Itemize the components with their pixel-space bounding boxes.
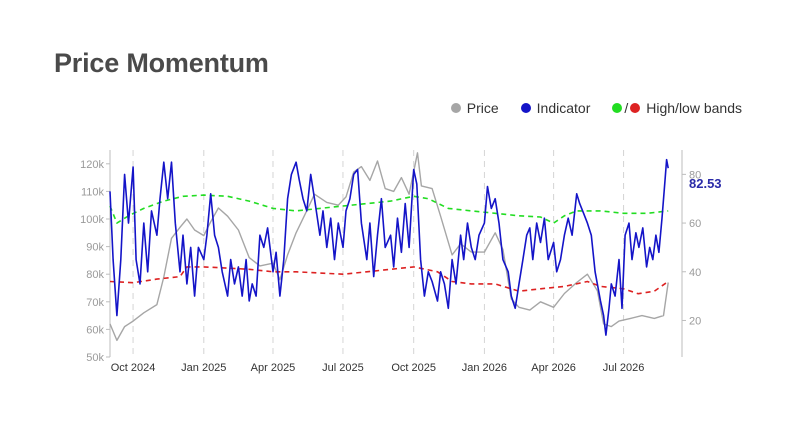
y-left-tick-label: 110k [81,186,105,198]
legend-dot-indicator [520,103,531,113]
legend-label-price: Price [466,100,499,116]
y-left-tick-label: 70k [86,297,104,309]
legend-dot-low-band [630,103,641,113]
last-value-label: 82.53 [689,176,722,191]
x-tick-label: Jan 2026 [462,362,507,374]
y-right-tick-label: 20 [689,315,701,327]
series-line-indicator [109,158,669,336]
y-left-tick-label: 120k [80,159,104,171]
legend-dot-price [450,103,461,113]
x-tick-label: Oct 2025 [391,362,436,374]
page-title: Price Momentum [54,48,269,78]
x-tick-label: Apr 2026 [531,362,576,374]
y-left-tick-label: 50k [86,352,104,364]
x-tick-label: Jul 2025 [322,362,364,374]
legend-item-bands: / High/low bands [612,100,742,116]
legend: Price Indicator / High/low bands [450,100,742,116]
x-tick-label: Apr 2025 [251,362,296,374]
series-line-high-band [109,194,669,224]
y-right-tick-label: 40 [689,267,701,279]
y-left-tick-label: 80k [86,269,104,281]
y-left-tick-label: 90k [86,242,104,254]
legend-item-price: Price [450,100,499,116]
legend-dot-high-band [612,103,623,113]
legend-label-indicator: Indicator [536,100,591,116]
y-right-tick-label: 80 [689,169,701,181]
legend-item-indicator: Indicator [520,100,591,116]
y-left-tick-label: 60k [86,324,104,336]
series-line-low-band [109,266,669,295]
legend-bands-separator: / [624,100,629,116]
y-right-tick-label: 60 [689,218,701,230]
x-tick-label: Jul 2026 [603,362,645,374]
x-tick-label: Oct 2024 [111,362,156,374]
legend-label-bands: High/low bands [646,100,742,116]
y-left-tick-label: 100k [80,214,104,226]
series-line-price [109,152,669,342]
x-tick-label: Jan 2025 [181,362,226,374]
